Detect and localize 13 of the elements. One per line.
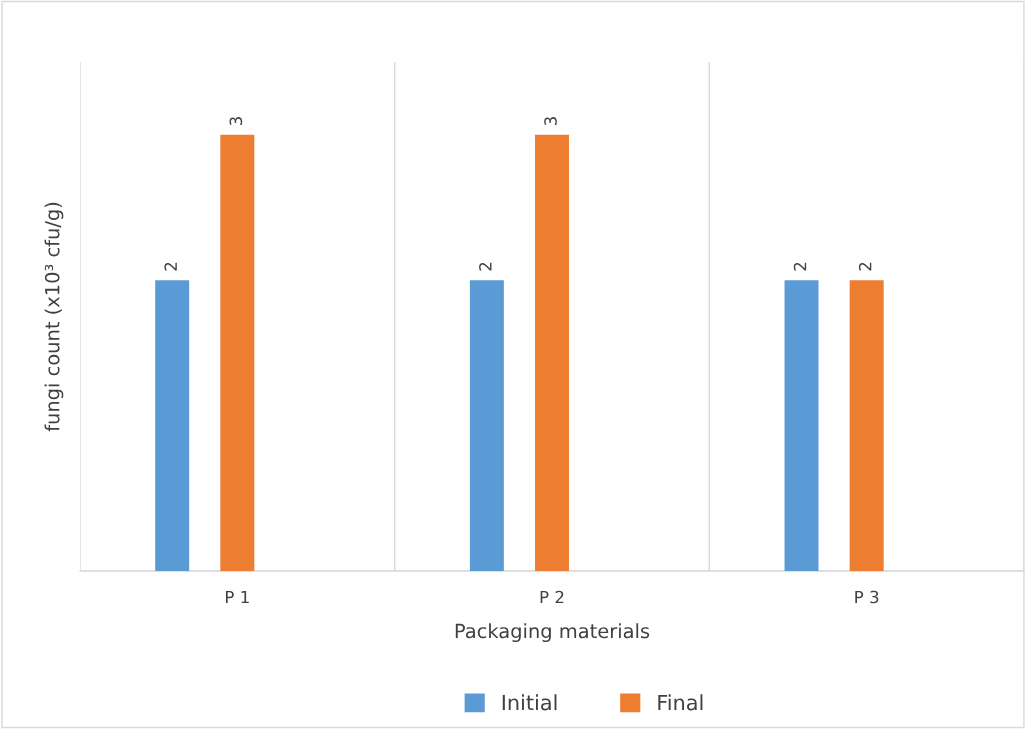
data-label: 3 bbox=[229, 117, 243, 126]
y-axis-title: fungi count (x10³ cfu/g) bbox=[44, 202, 64, 432]
data-label: 2 bbox=[164, 262, 177, 271]
data-label: 2 bbox=[793, 262, 807, 271]
data-label: 2 bbox=[479, 262, 492, 271]
data-label: 2 bbox=[858, 262, 872, 271]
x-axis-title: Packaging materials bbox=[455, 623, 650, 643]
data-label: 3 bbox=[544, 117, 557, 126]
x-tick-label: P 2 bbox=[540, 590, 564, 604]
x-tick-label: P 1 bbox=[225, 590, 249, 604]
x-tick-label: P 3 bbox=[855, 590, 879, 604]
legend-label: Initial bbox=[502, 694, 557, 711]
legend-label: Final bbox=[658, 694, 703, 711]
